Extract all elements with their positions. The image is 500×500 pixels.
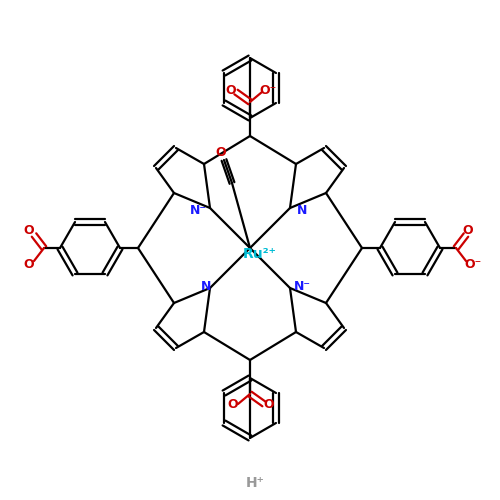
Text: Ru²⁺: Ru²⁺ xyxy=(243,247,277,261)
Text: N: N xyxy=(297,204,307,216)
Text: H⁺: H⁺ xyxy=(246,476,264,490)
Text: O: O xyxy=(24,224,34,236)
Text: N⁻: N⁻ xyxy=(294,280,310,292)
Text: N: N xyxy=(201,280,211,292)
Text: O: O xyxy=(24,258,34,272)
Text: O: O xyxy=(264,398,274,411)
Text: O⁻: O⁻ xyxy=(260,84,276,98)
Text: O: O xyxy=(228,398,238,411)
Text: O⁻: O⁻ xyxy=(464,258,481,272)
Text: O: O xyxy=(216,146,226,160)
Text: N⁻: N⁻ xyxy=(190,204,206,216)
Text: O: O xyxy=(226,84,236,98)
Text: O: O xyxy=(462,224,473,236)
